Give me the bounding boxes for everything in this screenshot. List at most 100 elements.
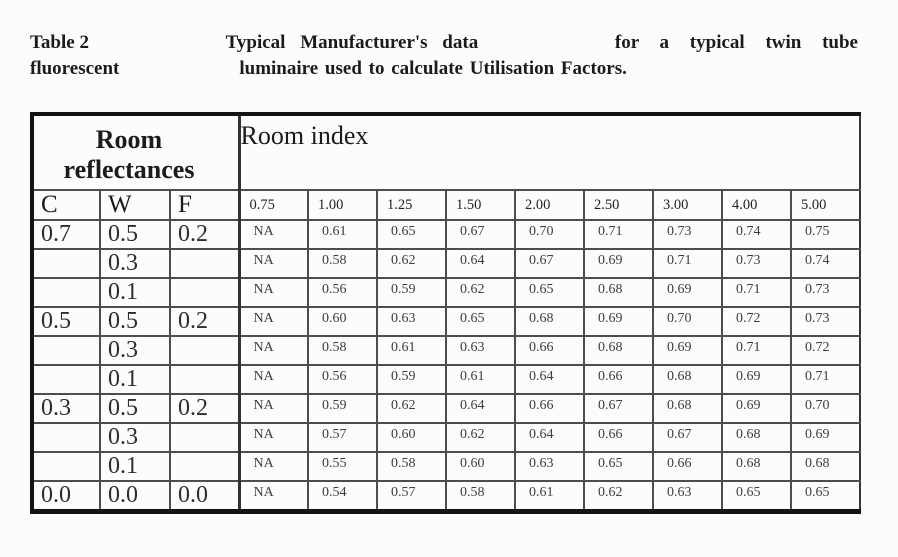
uf-value-cell: 0.63 — [514, 451, 586, 482]
uf-value-cell: 0.60 — [445, 451, 517, 482]
utilisation-factors-table: Room reflectances Room index C W F 0.75 … — [29, 112, 862, 514]
caption-table-number: Table 2 — [30, 32, 89, 53]
uf-value-cell: 0.62 — [445, 422, 517, 453]
uf-value-cell: 0.65 — [514, 277, 586, 308]
uf-value-cell: 0.67 — [583, 393, 655, 424]
uf-value-cell: 0.71 — [790, 364, 862, 395]
uf-value-cell: 0.54 — [307, 480, 379, 514]
uf-value-cell: 0.66 — [514, 393, 586, 424]
reflectance-cell-w: 0.3 — [99, 422, 171, 453]
uf-value-cell: NA — [237, 451, 310, 482]
uf-value-cell: 0.71 — [652, 248, 724, 279]
col-header-ri-0: 0.75 — [237, 189, 310, 221]
uf-value-cell: 0.64 — [514, 364, 586, 395]
uf-value-cell: NA — [237, 393, 310, 424]
table-row: 0.3 0.5 0.2 NA 0.59 0.62 0.64 0.66 0.67 0.68 0.69 0… — [30, 393, 862, 424]
uf-value-cell: NA — [237, 219, 310, 250]
table-row: 0.7 0.5 0.2 NA 0.61 0.65 0.67 0.70 0.71 0.73 0.74 0… — [30, 219, 862, 250]
uf-value-cell: 0.73 — [721, 248, 793, 279]
uf-value-cell: 0.71 — [583, 219, 655, 250]
reflectance-cell-c — [30, 451, 101, 482]
reflectance-cell-c: 0.3 — [30, 393, 101, 424]
uf-value-cell: 0.68 — [721, 422, 793, 453]
table-row: 0.3 NA 0.58 0.62 0.64 0.67 0.69 0.71 0.73 0.74 — [30, 248, 862, 279]
table-row: 0.0 0.0 0.0 NA 0.54 0.57 0.58 0.61 0.62 0.63 0.65 0… — [30, 480, 862, 514]
uf-value-cell: 0.69 — [790, 422, 862, 453]
col-header-ri-6: 3.00 — [652, 189, 724, 221]
uf-value-cell: 0.62 — [376, 393, 448, 424]
uf-value-cell: 0.55 — [307, 451, 379, 482]
reflectance-cell-f — [168, 451, 241, 482]
uf-value-cell: 0.64 — [445, 248, 517, 279]
col-header-ri-3: 1.50 — [445, 189, 517, 221]
reflectance-cell-f — [168, 335, 241, 366]
uf-value-cell: 0.65 — [790, 480, 862, 514]
uf-value-cell: 0.61 — [307, 219, 379, 250]
table-row: 0.1 NA 0.56 0.59 0.62 0.65 0.68 0.69 0.71 0.73 — [30, 277, 862, 308]
room-index-header-cell: Room index — [237, 112, 862, 191]
uf-value-cell: NA — [237, 335, 310, 366]
col-header-ri-2: 1.25 — [376, 189, 448, 221]
uf-value-cell: 0.68 — [583, 335, 655, 366]
uf-value-cell: 0.65 — [583, 451, 655, 482]
uf-value-cell: 0.68 — [583, 277, 655, 308]
uf-value-cell: 0.64 — [514, 422, 586, 453]
reflectance-cell-w: 0.1 — [99, 451, 171, 482]
uf-value-cell: 0.68 — [514, 306, 586, 337]
table-caption-line1: Table 2 Typical Manufacturer's data for … — [30, 30, 858, 56]
uf-value-cell: 0.59 — [376, 364, 448, 395]
table-row: 0.1 NA 0.55 0.58 0.60 0.63 0.65 0.66 0.68 0.68 — [30, 451, 862, 482]
col-header-w: W — [99, 189, 171, 221]
uf-value-cell: NA — [237, 306, 310, 337]
uf-value-cell: 0.62 — [445, 277, 517, 308]
reflectance-cell-w: 0.1 — [99, 277, 171, 308]
uf-value-cell: 0.59 — [376, 277, 448, 308]
reflectance-cell-c: 0.5 — [30, 306, 101, 337]
caption-text-c: fluorescent — [30, 58, 120, 79]
uf-value-cell: 0.73 — [652, 219, 724, 250]
reflectance-cell-f — [168, 277, 241, 308]
uf-value-cell: 0.69 — [583, 248, 655, 279]
uf-value-cell: 0.73 — [790, 277, 862, 308]
uf-value-cell: 0.68 — [652, 393, 724, 424]
reflectance-cell-w: 0.5 — [99, 393, 171, 424]
uf-value-cell: 0.57 — [307, 422, 379, 453]
uf-value-cell: 0.69 — [583, 306, 655, 337]
caption-text-d: luminaire used to calculate Utilisation … — [239, 58, 627, 79]
table-caption: Table 2 Typical Manufacturer's data for … — [30, 30, 858, 82]
table-header-band: Room reflectances Room index — [29, 112, 862, 191]
uf-value-cell: 0.62 — [376, 248, 448, 279]
reflectance-cell-f — [168, 248, 241, 279]
uf-value-cell: 0.70 — [790, 393, 862, 424]
reflectance-cell-c — [30, 277, 101, 308]
uf-value-cell: 0.75 — [790, 219, 862, 250]
uf-value-cell: 0.65 — [376, 219, 448, 250]
room-reflectances-header-cell: Room reflectances — [29, 112, 241, 191]
uf-value-cell: 0.59 — [307, 393, 379, 424]
reflectance-cell-w: 0.3 — [99, 248, 171, 279]
uf-value-cell: 0.58 — [445, 480, 517, 514]
uf-value-cell: NA — [237, 480, 310, 514]
column-header-row: C W F 0.75 1.00 1.25 1.50 2.00 2.50 3.00… — [30, 189, 862, 221]
reflectance-cell-c — [30, 335, 101, 366]
uf-value-cell: 0.56 — [307, 277, 379, 308]
uf-value-cell: 0.72 — [721, 306, 793, 337]
uf-value-cell: 0.68 — [721, 451, 793, 482]
uf-value-cell: 0.66 — [583, 364, 655, 395]
uf-value-cell: 0.66 — [583, 422, 655, 453]
reflectance-cell-c — [30, 422, 101, 453]
reflectance-cell-f: 0.2 — [168, 393, 241, 424]
uf-value-cell: 0.66 — [514, 335, 586, 366]
uf-value-cell: 0.70 — [652, 306, 724, 337]
uf-value-cell: 0.69 — [721, 364, 793, 395]
room-index-label: Room index — [240, 121, 369, 150]
uf-value-cell: 0.63 — [376, 306, 448, 337]
reflectance-cell-f — [168, 364, 241, 395]
reflectance-cell-f: 0.0 — [168, 480, 241, 514]
uf-value-cell: 0.68 — [652, 364, 724, 395]
uf-value-cell: 0.65 — [721, 480, 793, 514]
reflectance-cell-w: 0.1 — [99, 364, 171, 395]
uf-value-cell: 0.57 — [376, 480, 448, 514]
uf-value-cell: NA — [237, 364, 310, 395]
